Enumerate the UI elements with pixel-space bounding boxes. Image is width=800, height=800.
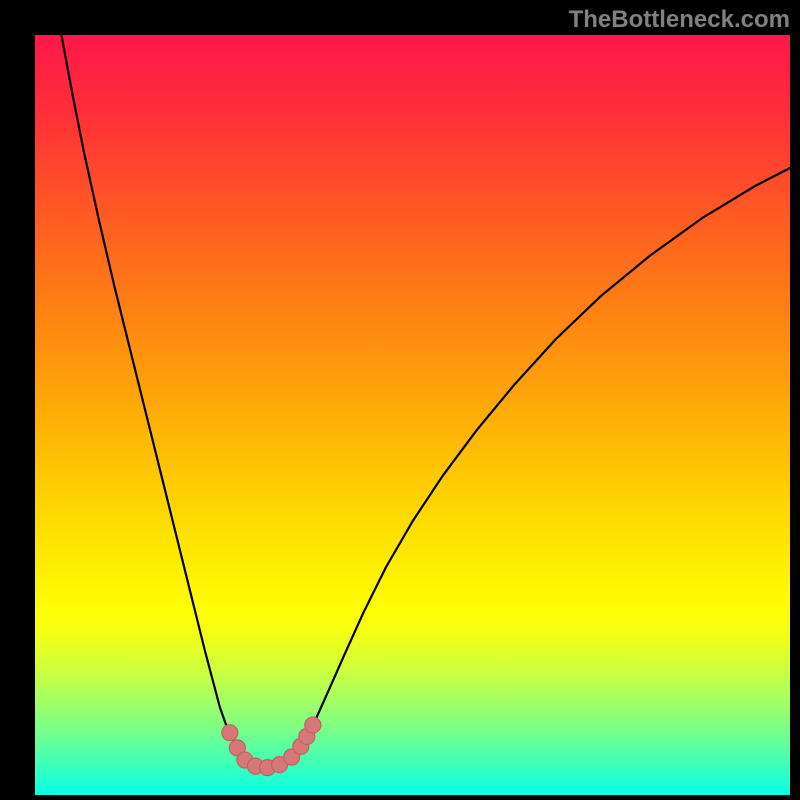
curve-marker [305, 717, 321, 733]
chart-background [35, 35, 790, 795]
stage: TheBottleneck.com [0, 0, 800, 800]
watermark-text: TheBottleneck.com [569, 6, 790, 34]
curve-marker [222, 725, 238, 741]
chart-svg [35, 35, 790, 795]
bottleneck-chart [35, 35, 790, 795]
